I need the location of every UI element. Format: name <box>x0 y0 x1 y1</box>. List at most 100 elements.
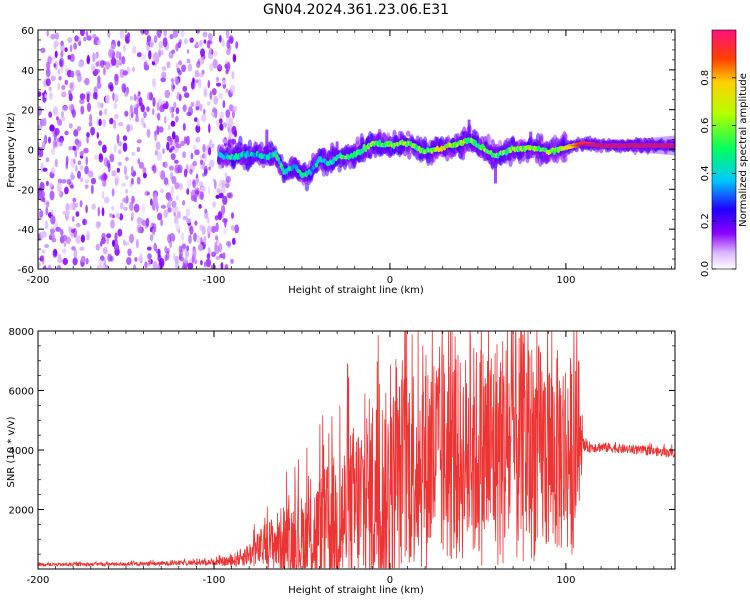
noise-blob <box>152 164 157 174</box>
noise-blob <box>158 50 162 58</box>
noise-blob <box>212 58 218 69</box>
noise-blob <box>53 249 58 256</box>
noise-blob <box>209 90 213 100</box>
noise-blob <box>195 124 201 133</box>
ridge-halo <box>539 133 544 142</box>
noise-blob <box>128 112 132 122</box>
noise-blob <box>194 259 198 265</box>
noise-blob <box>198 243 203 252</box>
noise-blob <box>60 229 64 236</box>
noise-blob <box>158 41 164 49</box>
noise-blob <box>182 104 187 112</box>
noise-blob <box>102 246 108 255</box>
noise-blob <box>218 118 223 124</box>
noise-blob <box>119 30 125 39</box>
noise-blob <box>155 141 161 151</box>
noise-blob <box>86 102 92 113</box>
noise-blob <box>211 225 217 233</box>
noise-blob <box>101 191 105 199</box>
noise-blob <box>153 242 157 252</box>
noise-blob <box>101 232 106 240</box>
noise-blob <box>54 140 58 149</box>
noise-blob <box>95 69 100 74</box>
noise-blob <box>215 222 219 233</box>
colorbar-tick-label: 0.4 <box>700 165 711 181</box>
noise-blob <box>112 239 116 247</box>
noise-blob <box>177 69 182 76</box>
noise-blob <box>99 240 103 247</box>
noise-blob <box>175 115 179 123</box>
noise-blob <box>216 187 221 194</box>
noise-blob <box>117 149 122 155</box>
noise-blob <box>171 112 174 119</box>
noise-blob <box>174 206 179 213</box>
noise-blob <box>162 148 165 155</box>
noise-blob <box>130 177 134 185</box>
noise-blob <box>200 57 205 65</box>
noise-blob <box>140 52 147 61</box>
noise-blob <box>208 139 213 150</box>
noise-blob <box>159 188 164 194</box>
noise-blob <box>137 158 140 165</box>
spectrogram-ytick-label: 0 <box>28 146 34 157</box>
noise-blob <box>109 154 115 163</box>
noise-blob <box>123 196 129 204</box>
noise-blob <box>111 205 115 211</box>
noise-blob <box>49 124 55 132</box>
noise-blob <box>64 79 69 86</box>
noise-blob <box>139 252 143 261</box>
noise-blob <box>38 142 41 147</box>
spectrogram-xtick-label: 100 <box>556 275 575 286</box>
noise-blob <box>80 255 86 263</box>
noise-blob <box>133 203 140 213</box>
ridge-core <box>672 143 675 148</box>
noise-blob <box>109 84 114 92</box>
noise-blob <box>51 237 57 243</box>
noise-blob <box>234 224 239 234</box>
noise-blob <box>57 83 61 91</box>
noise-blob <box>201 225 206 235</box>
noise-blob <box>169 34 174 40</box>
noise-blob <box>97 75 101 84</box>
noise-blob <box>63 242 67 247</box>
noise-blob <box>190 152 194 160</box>
noise-blob <box>80 30 85 37</box>
noise-blob <box>95 221 101 229</box>
noise-blob <box>106 159 111 169</box>
noise-blob <box>84 165 89 175</box>
noise-blob <box>230 225 235 231</box>
noise-blob <box>167 207 171 213</box>
noise-blob <box>228 192 233 199</box>
ridge-halo <box>563 155 568 163</box>
noise-blob <box>43 264 47 269</box>
noise-blob <box>211 143 215 149</box>
ridge-core <box>281 166 285 172</box>
noise-blob <box>138 161 145 169</box>
noise-blob <box>42 197 46 203</box>
noise-blob <box>44 220 49 230</box>
noise-blob <box>113 102 118 110</box>
noise-blob <box>131 165 134 174</box>
noise-blob <box>189 168 193 175</box>
noise-blob <box>121 182 127 187</box>
noise-blob <box>129 104 133 114</box>
noise-blob <box>70 70 75 78</box>
noise-blob <box>85 156 88 166</box>
noise-blob <box>170 153 176 161</box>
noise-blob <box>86 56 91 65</box>
noise-blob <box>84 77 90 86</box>
noise-blob <box>54 127 60 136</box>
noise-blob <box>136 238 139 249</box>
noise-blob <box>42 140 46 150</box>
noise-blob <box>173 101 177 109</box>
noise-blob <box>189 225 194 235</box>
noise-blob <box>64 186 69 195</box>
noise-blob <box>147 253 152 260</box>
noise-blob <box>142 172 147 179</box>
noise-blob <box>216 76 219 83</box>
noise-blob <box>207 80 211 89</box>
noise-blob <box>203 39 207 44</box>
noise-blob <box>213 179 217 190</box>
noise-blob <box>225 88 229 93</box>
